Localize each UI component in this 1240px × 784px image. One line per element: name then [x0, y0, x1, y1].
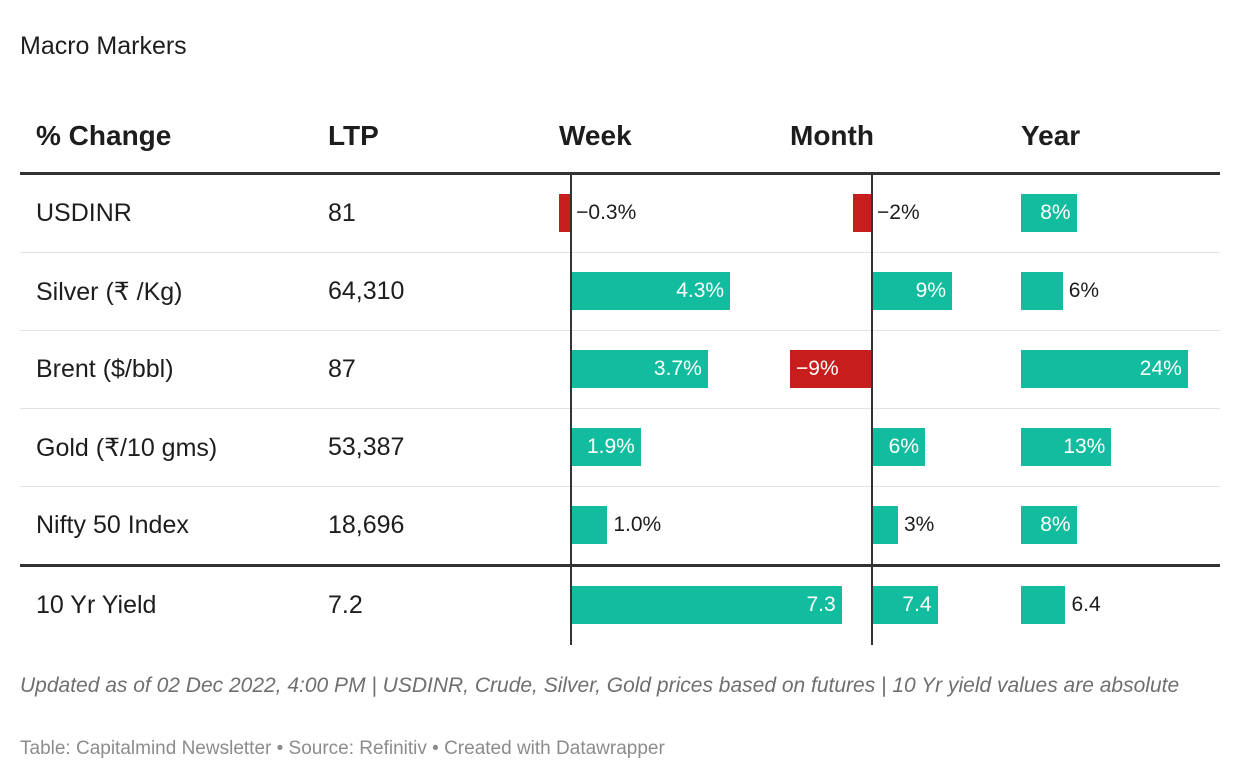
row-name: USDINR	[36, 175, 132, 252]
table-header: % Change LTP Week Month Year	[20, 106, 1220, 175]
week-value-label: 1.9%	[570, 428, 635, 466]
month-value-label: 6%	[871, 428, 919, 466]
col-header-name: % Change	[36, 120, 171, 152]
footnote: Updated as of 02 Dec 2022, 4:00 PM | USD…	[20, 672, 1220, 700]
col-header-ltp: LTP	[328, 120, 379, 152]
week-value-label: 7.3	[570, 586, 836, 624]
chart-title: Macro Markers	[20, 32, 187, 61]
month-value-label: 3%	[904, 506, 934, 544]
week-bar	[570, 506, 607, 544]
year-value-label: 8%	[1021, 506, 1071, 544]
month-zero-axis	[871, 175, 873, 645]
year-value-label: 24%	[1021, 350, 1182, 388]
year-bar	[1021, 272, 1063, 310]
row-name: 10 Yr Yield	[36, 567, 156, 644]
week-value-label: 1.0%	[613, 506, 661, 544]
week-zero-axis	[570, 175, 572, 645]
row-name: Silver (₹ /Kg)	[36, 253, 182, 330]
month-value-label: 9%	[871, 272, 946, 310]
row-name: Gold (₹/10 gms)	[36, 409, 217, 486]
row-name: Nifty 50 Index	[36, 487, 189, 564]
year-value-label: 8%	[1021, 194, 1071, 232]
macro-table: % Change LTP Week Month Year USDINR 81 −0.…	[20, 106, 1220, 644]
month-value-label: 7.4	[871, 586, 932, 624]
row-ltp: 53,387	[328, 409, 404, 486]
table-body: USDINR 81 −0.3% −2% 8% Silver (₹ /Kg) 64,310 4.…	[20, 175, 1220, 644]
year-value-label: 6.4	[1071, 586, 1100, 624]
col-header-month: Month	[790, 120, 874, 152]
row-ltp: 64,310	[328, 253, 404, 330]
credit-line: Table: Capitalmind Newsletter • Source: …	[20, 738, 665, 760]
row-ltp: 81	[328, 175, 356, 252]
month-bar	[871, 506, 898, 544]
col-header-week: Week	[559, 120, 632, 152]
week-value-label: 4.3%	[570, 272, 724, 310]
week-value-label: −0.3%	[576, 194, 636, 232]
row-ltp: 87	[328, 331, 356, 408]
year-value-label: 6%	[1069, 272, 1099, 310]
table-row: Brent ($/bbl) 87 3.7% −9% 24%	[20, 331, 1220, 409]
table-row: Silver (₹ /Kg) 64,310 4.3% 9% 6%	[20, 253, 1220, 331]
table-row: Gold (₹/10 gms) 53,387 1.9% 6% 13%	[20, 409, 1220, 487]
month-value-label: −9%	[796, 350, 877, 388]
table-row: USDINR 81 −0.3% −2% 8%	[20, 175, 1220, 253]
month-bar	[853, 194, 871, 232]
row-ltp: 7.2	[328, 567, 363, 644]
week-value-label: 3.7%	[570, 350, 702, 388]
year-value-label: 13%	[1021, 428, 1105, 466]
month-value-label: −2%	[877, 194, 920, 232]
table-row: 10 Yr Yield 7.2 7.3 7.4 6.4	[20, 567, 1220, 644]
week-bar	[559, 194, 570, 232]
row-ltp: 18,696	[328, 487, 404, 564]
row-name: Brent ($/bbl)	[36, 331, 174, 408]
table-row: Nifty 50 Index 18,696 1.0% 3% 8%	[20, 487, 1220, 567]
year-bar	[1021, 586, 1065, 624]
col-header-year: Year	[1021, 120, 1080, 152]
